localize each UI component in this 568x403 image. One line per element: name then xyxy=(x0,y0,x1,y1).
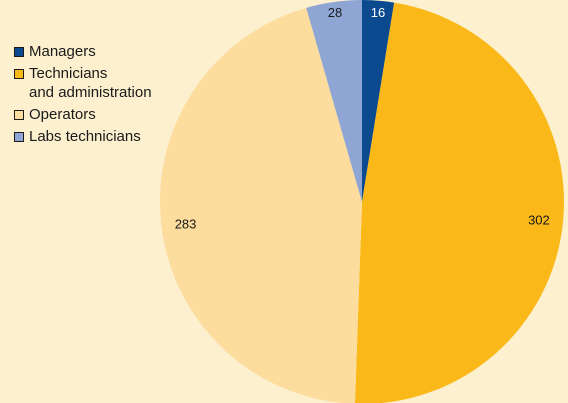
pie-slices xyxy=(160,0,564,403)
slice-value-label: 16 xyxy=(371,5,385,20)
legend-item-operators: Operators xyxy=(14,105,152,124)
slice-value-label: 302 xyxy=(528,212,550,227)
legend-item-labs-technicians: Labs technicians xyxy=(14,127,152,146)
legend-swatch-labs-technicians xyxy=(14,132,24,142)
legend-label-operators: Operators xyxy=(29,106,96,123)
pie-slice-operators xyxy=(160,7,362,403)
pie-slice-technicians xyxy=(354,2,564,403)
pie-slice-managers xyxy=(362,0,395,202)
legend: Managers Technicians and administration … xyxy=(14,42,152,149)
legend-label-managers: Managers xyxy=(29,43,96,60)
pie-slice-labs-technicians xyxy=(306,0,362,202)
slice-value-label: 28 xyxy=(328,5,342,20)
legend-swatch-operators xyxy=(14,110,24,120)
legend-item-technicians: Technicians and administration xyxy=(14,64,152,102)
slice-value-label: 283 xyxy=(175,217,197,232)
legend-label-technicians: Technicians and administration xyxy=(29,65,152,101)
legend-label-labs-technicians: Labs technicians xyxy=(29,128,141,145)
legend-swatch-technicians xyxy=(14,69,24,79)
legend-item-managers: Managers xyxy=(14,42,152,61)
legend-swatch-managers xyxy=(14,47,24,57)
slice-labels: 16 302 283 28 xyxy=(175,5,550,232)
